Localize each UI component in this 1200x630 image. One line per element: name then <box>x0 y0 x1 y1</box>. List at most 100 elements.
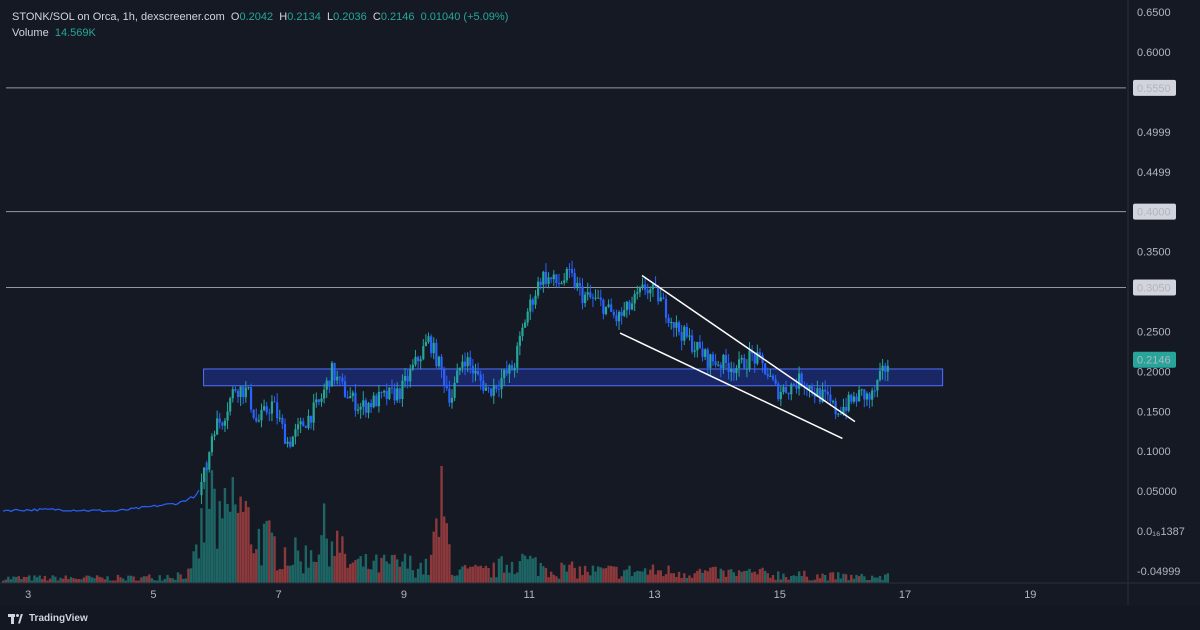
candle-body <box>542 271 545 285</box>
candle-body <box>523 322 527 328</box>
candle-body <box>826 391 829 395</box>
volume-bar <box>620 576 623 583</box>
falling-wedge <box>619 274 856 440</box>
candle-body <box>737 359 741 369</box>
volume-bar <box>630 576 634 583</box>
volume-bar <box>406 568 409 583</box>
candle-body <box>351 392 354 397</box>
volume-bar <box>354 560 357 583</box>
volume-bar <box>239 496 242 583</box>
volume-bar <box>863 576 866 583</box>
volume-bar <box>346 567 349 583</box>
candle-body <box>409 369 412 382</box>
volume-bars <box>1 462 890 583</box>
volume-bar <box>813 579 816 583</box>
volume-bar <box>317 554 321 583</box>
volume-bar <box>121 578 125 583</box>
volume-bar <box>85 575 88 583</box>
volume-bar <box>818 578 822 583</box>
volume-bar <box>544 568 548 583</box>
volume-bar <box>497 558 501 583</box>
price-tick-label: 0.3500 <box>1137 247 1171 259</box>
candle-body <box>249 387 253 410</box>
volume-bar <box>831 572 835 583</box>
volume-bar <box>659 570 662 583</box>
volume-bar <box>166 574 169 583</box>
candle-body <box>552 274 555 280</box>
volume-bar <box>505 564 509 583</box>
candle-body <box>693 350 696 352</box>
candle-body <box>628 301 631 310</box>
volume-bar <box>779 579 783 583</box>
volume-bar <box>385 561 388 583</box>
volume-bar <box>213 488 216 583</box>
candle-body <box>484 387 488 391</box>
volume-bar <box>469 566 472 583</box>
tradingview-logo[interactable]: TradingView <box>8 613 88 624</box>
candle-body <box>662 297 665 299</box>
candle-body <box>722 354 725 368</box>
volume-bar <box>312 561 315 583</box>
volume-bar <box>461 566 464 583</box>
candle-body <box>443 368 446 386</box>
candle-body <box>638 287 642 293</box>
volume-bar <box>137 580 141 583</box>
volume-bar <box>231 477 234 583</box>
time-tick-label: 13 <box>648 589 660 601</box>
candle-body <box>604 306 608 315</box>
volume-bar <box>667 565 670 583</box>
volume-bar <box>356 558 360 583</box>
volume-bar <box>482 567 485 583</box>
volume-bar <box>135 580 138 583</box>
candle-body <box>255 417 258 422</box>
volume-bar <box>829 572 832 583</box>
candle-body <box>824 389 827 392</box>
candle-body <box>495 385 498 390</box>
tradingview-mark-icon <box>8 613 24 624</box>
volume-bar <box>466 568 469 583</box>
volume-bar <box>636 570 639 583</box>
candle-body <box>829 394 832 402</box>
candle-body <box>844 406 848 411</box>
candle-body <box>419 359 422 362</box>
volume-bar <box>427 574 430 583</box>
candle-body <box>223 420 227 426</box>
volume-bar <box>7 576 10 583</box>
volume-bar <box>769 577 772 583</box>
volume-bar <box>823 574 827 583</box>
volume-bar <box>625 569 629 583</box>
candle-body <box>289 441 292 447</box>
candle-body <box>774 379 777 384</box>
volume-bar <box>270 532 274 583</box>
volume-bar <box>586 571 589 583</box>
volume-bar <box>850 574 853 583</box>
candle-body <box>625 301 628 311</box>
volume-bar <box>649 569 652 583</box>
candle-body <box>205 467 208 470</box>
candle-body <box>252 409 255 418</box>
volume-bar <box>349 564 352 583</box>
volume-bar <box>343 553 347 583</box>
volume-bar <box>182 578 185 583</box>
volume-bar <box>338 552 341 583</box>
volume-bar <box>262 523 266 583</box>
volume-bar <box>328 566 331 583</box>
volume-bar <box>315 561 318 583</box>
footer-bar: TradingView <box>0 605 1200 630</box>
volume-bar <box>748 568 751 583</box>
volume-bar <box>158 575 161 583</box>
volume-bar <box>416 568 420 583</box>
volume-bar <box>283 547 287 583</box>
candle-body <box>683 326 686 341</box>
volume-bar <box>868 579 871 583</box>
volume-bar <box>714 566 717 583</box>
candle-body <box>208 452 211 470</box>
volume-bar <box>192 551 195 583</box>
candle-body <box>244 387 247 398</box>
volume-bar <box>255 549 258 583</box>
volume-bar <box>150 578 154 583</box>
candle-body <box>265 406 268 413</box>
volume-bar <box>690 577 694 583</box>
